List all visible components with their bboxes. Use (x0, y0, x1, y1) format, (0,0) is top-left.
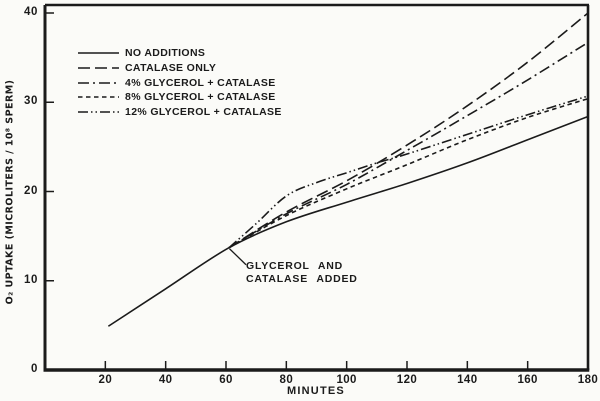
series-line-catalase-only (228, 12, 589, 249)
legend-line-sample-catalase-only (78, 67, 119, 69)
annotation-leader-line (229, 248, 247, 266)
legend-label-12-glycerol-catalase: 12% GLYCEROL + CATALASE (125, 106, 282, 119)
y-tick-label-30: 30 (24, 95, 38, 108)
legend-label-catalase-only: CATALASE ONLY (125, 62, 217, 75)
annotation-line-1: GLYCEROL AND (246, 260, 344, 272)
x-tick-label-140: 140 (457, 374, 478, 386)
series-line-no-additions (107, 115, 589, 327)
legend-row-4-glycerol-catalase: 4% GLYCEROL + CATALASE (78, 75, 282, 90)
legend-label-no-additions: NO ADDITIONS (125, 47, 206, 60)
x-tick-label-120: 120 (396, 374, 418, 386)
y-tick-label-40: 40 (24, 6, 38, 18)
legend-line-sample-no-additions (78, 52, 119, 55)
annotation-glycerol-catalase-added: GLYCEROL AND CATALASE ADDED (246, 260, 358, 286)
legend-row-catalase-only: CATALASE ONLY (78, 61, 282, 76)
legend-line-sample-8-glycerol-catalase (78, 96, 119, 99)
x-tick-label-60: 60 (219, 374, 233, 386)
y-tick-label-0: 0 (31, 363, 38, 375)
x-tick-label-20: 20 (98, 374, 113, 386)
y-tick-label-20: 20 (24, 184, 38, 197)
x-axis-title: MINUTES (287, 385, 345, 397)
series-line-8-glycerol-catalase (228, 97, 589, 249)
legend: NO ADDITIONS CATALASE ONLY 4% GLYCEROL + C… (78, 46, 282, 119)
legend-row-no-additions: NO ADDITIONS (78, 46, 282, 61)
legend-label-8-glycerol-catalase: 8% GLYCEROL + CATALASE (125, 91, 276, 104)
legend-row-12-glycerol-catalase: 12% GLYCEROL + CATALASE (78, 105, 282, 120)
x-tick-label-160: 160 (517, 374, 538, 386)
series-line-12-glycerol-catalase (228, 95, 589, 249)
legend-label-4-glycerol-catalase: 4% GLYCEROL + CATALASE (125, 76, 276, 89)
legend-row-8-glycerol-catalase: 8% GLYCEROL + CATALASE (78, 90, 282, 105)
x-tick-label-40: 40 (158, 374, 173, 386)
x-tick-label-100: 100 (336, 374, 357, 386)
x-tick-label-80: 80 (279, 374, 294, 386)
legend-line-sample-12-glycerol-catalase (78, 111, 119, 113)
series-line-4-glycerol-catalase (228, 41, 589, 249)
annotation-line-2: CATALASE ADDED (246, 273, 358, 285)
legend-line-sample-4-glycerol-catalase (78, 81, 119, 84)
y-tick-label-10: 10 (24, 273, 38, 286)
x-tick-label-180: 180 (577, 374, 599, 386)
